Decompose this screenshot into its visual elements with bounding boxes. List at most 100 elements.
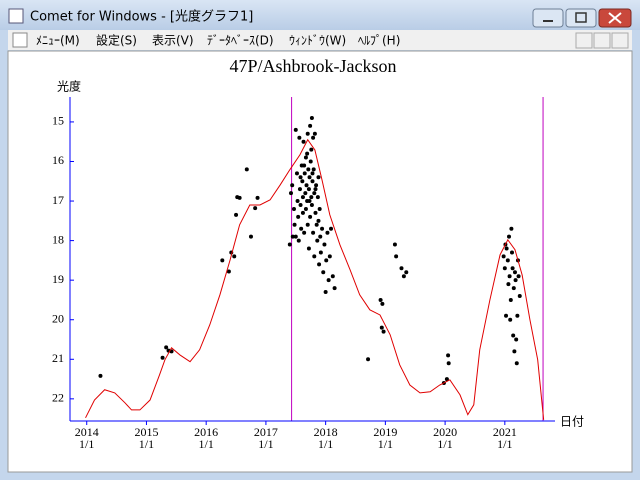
observation-point [512, 349, 517, 354]
observation-point [314, 183, 319, 188]
minimize-button[interactable] [532, 8, 564, 28]
observation-point [401, 274, 406, 279]
observation-point [294, 171, 299, 176]
y-axis-label: 光度 [57, 79, 81, 94]
maximize-button[interactable] [565, 8, 597, 28]
observation-point [305, 151, 310, 156]
observation-point [296, 214, 301, 219]
observation-point [232, 254, 237, 259]
observation-point [506, 282, 511, 287]
observation-point [310, 179, 315, 184]
chart-title: 47P/Ashbrook-Jackson [230, 56, 397, 76]
observation-point [509, 250, 514, 255]
observation-point [510, 266, 515, 271]
observation-point [298, 203, 303, 207]
doc-icon [12, 32, 28, 48]
observation-point [446, 353, 451, 358]
observation-point [303, 191, 308, 196]
observation-point [446, 361, 451, 366]
observation-point [507, 234, 512, 239]
observation-point [305, 131, 310, 136]
observation-point [290, 234, 295, 239]
x-axis-label: 日付 [560, 415, 584, 429]
observation-point [311, 167, 316, 172]
observation-point [160, 355, 165, 360]
x-tick-label: 2017 1/1 [253, 425, 278, 451]
y-tick-label: 16 [52, 153, 64, 167]
observation-point [392, 242, 397, 247]
observation-point [164, 345, 169, 350]
observation-point [306, 167, 311, 172]
observation-point [304, 183, 309, 188]
observation-point [507, 274, 512, 279]
x-tick-label: 2021 1/1 [492, 425, 517, 451]
menu-item[interactable]: 表示(V) [152, 34, 194, 48]
observation-point [315, 195, 320, 200]
doc-restore[interactable] [593, 32, 611, 49]
observation-point [327, 254, 332, 259]
observation-point [513, 278, 518, 283]
observation-point [234, 212, 239, 217]
observation-point [313, 187, 318, 192]
menu-item[interactable]: ｳｨﾝﾄﾞｳ(W) [289, 34, 346, 48]
x-tick-label: 2018 1/1 [313, 425, 338, 451]
observation-point [309, 147, 314, 152]
menu-item[interactable]: ﾍﾙﾌﾟ(H) [358, 34, 400, 48]
observation-point [291, 206, 296, 211]
observation-point [292, 222, 297, 227]
menu-item[interactable]: ﾃﾞｰﾀﾍﾞｰｽ(D) [207, 34, 274, 48]
menu-bar [8, 30, 632, 50]
observation-point [501, 254, 506, 259]
observation-point [308, 159, 313, 164]
observation-point [329, 226, 334, 231]
doc-minimize[interactable] [575, 32, 593, 49]
observation-point [325, 230, 330, 235]
observation-point [244, 167, 249, 172]
observation-point [514, 361, 519, 366]
observation-point [255, 195, 260, 200]
observation-point [305, 222, 310, 227]
observation-point [312, 191, 317, 196]
observation-point [514, 337, 519, 342]
observation-point [314, 222, 319, 227]
observation-point [511, 333, 516, 338]
observation-point [517, 293, 522, 298]
observation-point [303, 206, 308, 211]
observation-point [297, 187, 302, 192]
observation-point [380, 301, 385, 306]
observation-point [316, 175, 321, 180]
observation-point [316, 218, 321, 223]
observation-point [515, 313, 520, 318]
prediction-curve [85, 138, 545, 420]
observation-point [302, 230, 307, 235]
observation-point [226, 269, 231, 274]
x-tick-label: 2016 1/1 [194, 425, 219, 451]
observation-point [404, 270, 409, 275]
observation-point [306, 246, 311, 251]
observation-point [302, 163, 307, 168]
menu-item[interactable]: 設定(S) [96, 33, 137, 48]
observation-point [317, 262, 322, 267]
observation-point [253, 206, 258, 211]
doc-close[interactable] [611, 32, 629, 49]
menu-item[interactable]: ﾒﾆｭｰ(M) [36, 34, 80, 48]
observation-point [502, 266, 507, 271]
observation-point [220, 258, 225, 263]
observation-point [399, 266, 404, 271]
y-tick-label: 22 [52, 391, 64, 405]
observation-point [508, 317, 513, 322]
observation-point [299, 226, 304, 231]
x-tick-label: 2015 1/1 [134, 425, 159, 451]
observation-point [312, 131, 317, 136]
observation-point [511, 286, 516, 291]
observation-point [308, 214, 313, 219]
observation-point [315, 238, 320, 243]
observation-point [378, 297, 383, 302]
observation-point [444, 377, 449, 382]
observation-point [317, 206, 322, 211]
observation-point [295, 199, 300, 204]
observation-point [300, 179, 305, 184]
y-tick-label: 21 [52, 351, 64, 365]
